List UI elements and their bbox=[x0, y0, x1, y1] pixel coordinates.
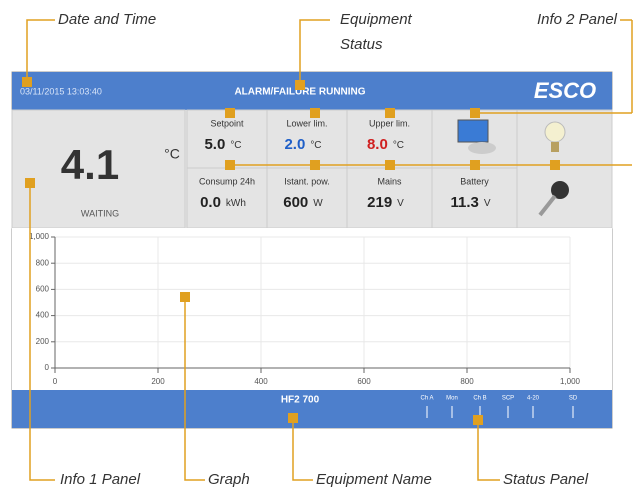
graph-area bbox=[12, 228, 612, 390]
x-tick-label: 1,000 bbox=[560, 377, 581, 386]
cell-label: Lower lim. bbox=[286, 118, 327, 128]
gear-icon bbox=[468, 142, 496, 154]
state: WAITING bbox=[81, 208, 119, 218]
status-label: 4-20 bbox=[527, 396, 540, 402]
temperature: 4.1 bbox=[61, 141, 119, 188]
unit: V bbox=[397, 198, 404, 209]
x-tick-label: 600 bbox=[357, 377, 371, 386]
y-tick-label: 600 bbox=[36, 285, 50, 294]
y-tick-label: 200 bbox=[36, 337, 50, 346]
x-tick-label: 200 bbox=[151, 377, 165, 386]
status-label: Mon bbox=[446, 396, 458, 402]
temperature-unit: °C bbox=[164, 146, 180, 162]
y-tick-label: 0 bbox=[45, 363, 50, 372]
cell-label: Battery bbox=[460, 176, 489, 186]
unit: V bbox=[484, 198, 491, 209]
value: 5.0 bbox=[204, 136, 225, 153]
cell-label: Istant. pow. bbox=[284, 176, 330, 186]
annotation: Info 1 Panel bbox=[60, 471, 141, 488]
unit: °C bbox=[310, 140, 321, 151]
unit: W bbox=[313, 198, 323, 209]
computer-icon bbox=[458, 120, 488, 142]
status-label: Ch A bbox=[420, 396, 433, 402]
y-tick-label: 400 bbox=[36, 311, 50, 320]
y-tick-label: 800 bbox=[36, 258, 50, 267]
x-tick-label: 0 bbox=[53, 377, 58, 386]
value: 219 bbox=[367, 194, 392, 211]
bulb-icon bbox=[545, 122, 565, 142]
cell-label: Upper lim. bbox=[369, 118, 410, 128]
value: 11.3 bbox=[450, 194, 478, 211]
annotation: Date and Time bbox=[58, 11, 156, 28]
y-tick-label: 1,000 bbox=[29, 232, 50, 241]
value: 600 bbox=[283, 194, 308, 211]
annotation: Info 2 Panel bbox=[537, 11, 618, 28]
cell-label: Setpoint bbox=[210, 118, 244, 128]
x-tick-label: 800 bbox=[460, 377, 474, 386]
value: 0.0 bbox=[200, 194, 221, 211]
bulb-base bbox=[551, 142, 559, 152]
annotation: Graph bbox=[208, 471, 250, 488]
x-tick-label: 400 bbox=[254, 377, 268, 386]
annotation: Equipment Name bbox=[316, 471, 432, 488]
unit: °C bbox=[393, 140, 404, 151]
status-label: Ch B bbox=[473, 396, 486, 402]
value: 2.0 bbox=[284, 136, 305, 153]
unit: °C bbox=[230, 140, 241, 151]
status-label: SCP bbox=[502, 396, 514, 402]
cell-label: Consump 24h bbox=[199, 176, 255, 186]
datetime: 03/11/2015 13:03:40 bbox=[20, 86, 102, 96]
logo: ESCO bbox=[534, 78, 596, 103]
annotation: Equipment bbox=[340, 11, 413, 28]
status-label: SD bbox=[569, 396, 578, 402]
page: 03/11/2015 13:03:40 ALARM/FAILURE RUNNIN… bbox=[0, 0, 643, 490]
value: 8.0 bbox=[367, 136, 388, 153]
cell-label: Mains bbox=[377, 176, 402, 186]
unit: kWh bbox=[226, 198, 246, 209]
annotation: Status Panel bbox=[503, 471, 589, 488]
annotation: Status bbox=[340, 36, 383, 53]
equipment-name: HF2 700 bbox=[281, 395, 320, 406]
